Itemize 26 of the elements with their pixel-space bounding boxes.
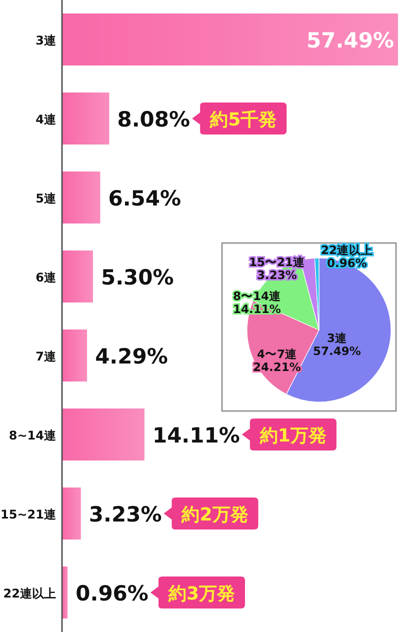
data-label: 3.23% <box>88 502 162 526</box>
y-tick-label: 22連以上 <box>3 586 56 600</box>
annotation: 約3万発 <box>167 584 235 604</box>
y-tick-label: 15~21連 <box>0 508 57 522</box>
y-tick-label: 3連 <box>36 34 57 48</box>
slice-label: 4〜7連 <box>256 347 298 361</box>
annotation: 約1万発 <box>258 426 326 446</box>
y-tick-label: 5連 <box>36 192 57 206</box>
data-label: 57.49% <box>306 28 394 52</box>
y-tick-label: 7連 <box>36 350 57 364</box>
data-label: 14.11% <box>152 424 240 448</box>
annotation: 約5千発 <box>209 110 277 130</box>
annotation: 約2万発 <box>180 504 248 526</box>
data-label: 4.29% <box>95 344 168 368</box>
data-label: 5.30% <box>100 266 174 290</box>
y-tick-label: 6連 <box>36 270 57 284</box>
data-label: 0.96% <box>76 582 148 606</box>
data-label: 6.54% <box>108 186 182 210</box>
data-label: 57.49% <box>313 344 362 358</box>
data-label: 8.08% <box>117 108 190 132</box>
data-label: 0.96% <box>327 256 368 270</box>
y-tick-label: 4連 <box>36 112 57 126</box>
slice-label: 22連以上 <box>320 243 374 257</box>
y-tick-label: 8~14連 <box>8 428 57 442</box>
slice-label: 15〜21連 <box>248 255 306 269</box>
slice-label: 3連 <box>326 331 348 345</box>
